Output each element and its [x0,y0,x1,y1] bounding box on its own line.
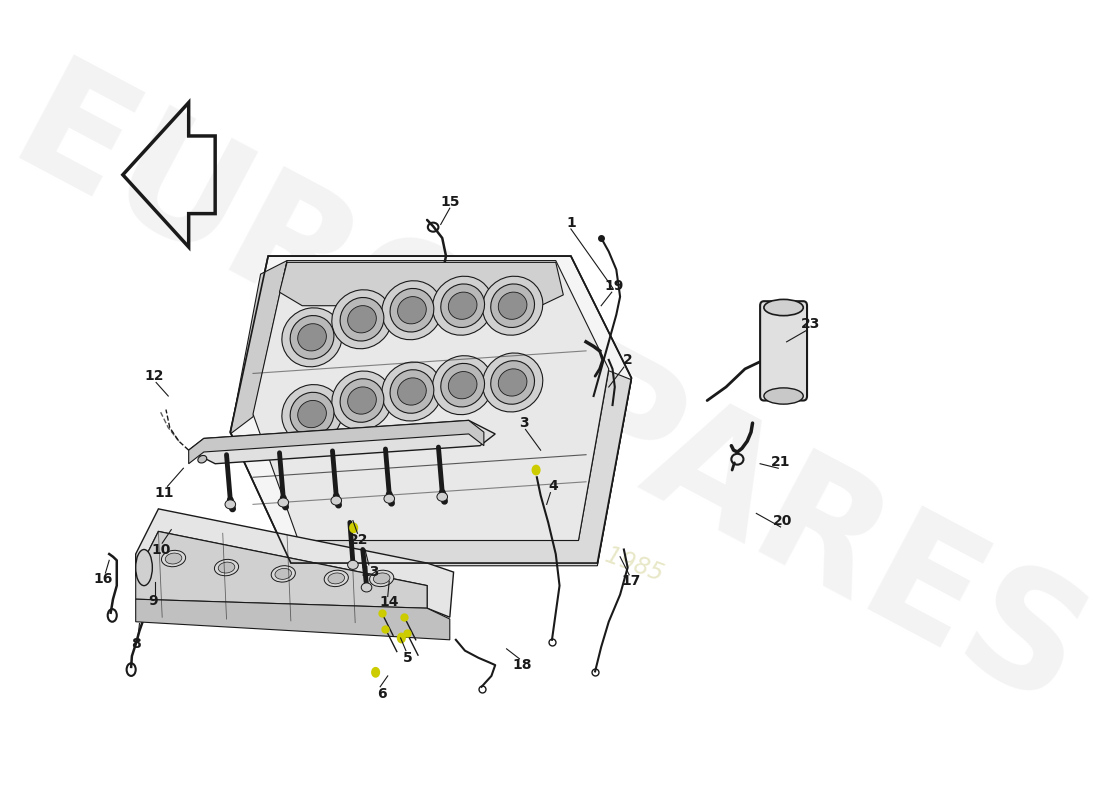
Text: 12: 12 [145,369,164,383]
Ellipse shape [218,562,234,573]
Ellipse shape [340,298,384,341]
Ellipse shape [437,492,448,502]
Text: 2: 2 [623,353,632,367]
Text: 11: 11 [155,486,174,500]
Ellipse shape [282,385,342,443]
Polygon shape [253,261,608,541]
Text: 4: 4 [549,479,559,494]
Polygon shape [135,531,427,608]
Polygon shape [230,261,287,434]
Ellipse shape [290,315,334,359]
Ellipse shape [298,324,327,351]
Text: 6: 6 [377,687,386,701]
Ellipse shape [390,370,433,414]
Text: EUROSPARES: EUROSPARES [0,49,1100,743]
Ellipse shape [390,289,433,332]
Ellipse shape [498,369,527,396]
Ellipse shape [432,276,493,335]
Text: 23: 23 [801,317,820,330]
Text: 3: 3 [519,416,529,430]
Ellipse shape [498,292,527,319]
Ellipse shape [275,569,292,579]
Ellipse shape [384,494,395,503]
Ellipse shape [348,560,359,570]
Polygon shape [279,262,563,306]
Ellipse shape [491,284,535,327]
Ellipse shape [491,361,535,404]
Text: 13: 13 [361,565,379,579]
Ellipse shape [332,371,393,430]
Ellipse shape [348,387,376,414]
Ellipse shape [214,559,239,576]
Circle shape [531,465,540,475]
Ellipse shape [290,392,334,436]
Ellipse shape [441,363,484,407]
Polygon shape [230,256,631,563]
Ellipse shape [432,356,493,414]
Polygon shape [189,420,495,464]
Ellipse shape [361,583,372,592]
Circle shape [397,633,406,643]
Ellipse shape [449,292,477,319]
Ellipse shape [441,284,484,327]
Ellipse shape [331,496,342,505]
Polygon shape [253,370,631,566]
Text: 8: 8 [131,638,141,651]
Circle shape [349,522,359,534]
Ellipse shape [135,550,152,586]
Ellipse shape [483,353,542,412]
Text: 10: 10 [151,542,170,557]
Text: 14: 14 [379,595,399,609]
Text: 5: 5 [404,651,412,665]
FancyBboxPatch shape [760,302,807,401]
Text: 9: 9 [148,594,158,608]
Ellipse shape [449,371,477,398]
Text: 20: 20 [773,514,792,528]
Polygon shape [135,599,450,640]
Ellipse shape [162,550,186,566]
Text: 22: 22 [349,534,368,547]
Ellipse shape [763,299,803,316]
Ellipse shape [348,306,376,333]
Ellipse shape [370,570,394,586]
Text: 15: 15 [440,195,460,209]
Ellipse shape [278,498,288,507]
Text: 19: 19 [604,279,624,293]
Ellipse shape [324,570,349,586]
Text: 17: 17 [621,574,641,588]
Ellipse shape [382,281,442,340]
Text: 18: 18 [512,658,531,672]
Ellipse shape [282,308,342,367]
Polygon shape [135,509,453,618]
Text: 21: 21 [771,455,790,469]
Ellipse shape [483,276,542,335]
Text: a passion for parts since 1985: a passion for parts since 1985 [323,441,667,586]
Text: 16: 16 [94,572,113,586]
Polygon shape [189,420,484,464]
Circle shape [371,667,381,678]
Text: 1: 1 [566,216,575,230]
Ellipse shape [397,378,427,405]
Ellipse shape [373,573,390,584]
Ellipse shape [763,388,803,404]
Ellipse shape [382,362,442,421]
Ellipse shape [198,455,207,463]
Ellipse shape [298,401,327,428]
Ellipse shape [272,566,296,582]
Ellipse shape [397,297,427,324]
Ellipse shape [340,378,384,422]
Ellipse shape [332,290,393,349]
Ellipse shape [328,573,344,584]
Ellipse shape [226,500,235,509]
Ellipse shape [165,553,182,564]
